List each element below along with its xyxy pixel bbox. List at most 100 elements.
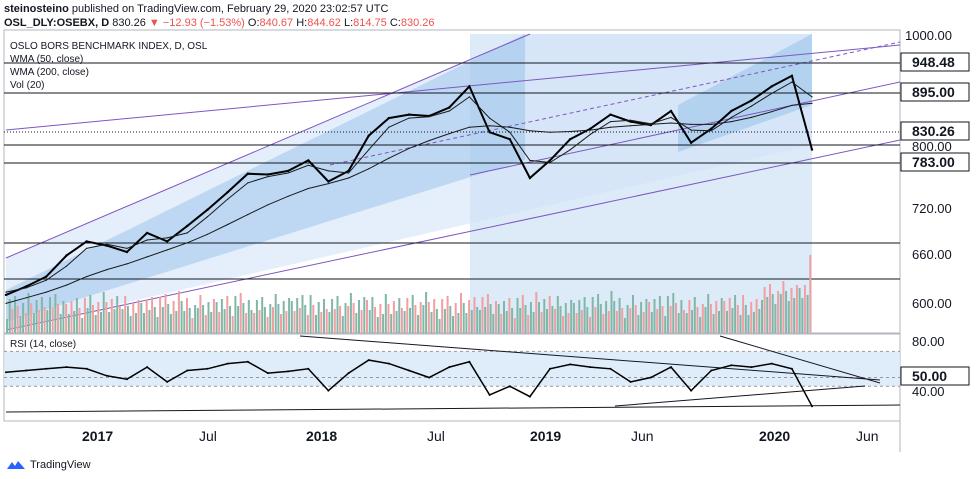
- series-0-point: [689, 141, 693, 144]
- symbol-label[interactable]: OSL_DLY:OSEBX, D: [4, 17, 110, 29]
- volume-bar: [481, 297, 484, 333]
- volume-bar: [712, 314, 715, 333]
- series-2-point: [730, 121, 733, 123]
- volume-bar: [280, 314, 282, 333]
- inner-channel-fill: [6, 34, 525, 322]
- volume-bar: [349, 293, 352, 333]
- volume-bar: [239, 293, 242, 333]
- series-0-point: [327, 180, 330, 183]
- volume-bar: [798, 288, 801, 333]
- series-0-point: [569, 138, 572, 141]
- price-tick-600: 600.00: [912, 296, 952, 311]
- series-2-point: [45, 291, 47, 293]
- volume-bar: [411, 295, 414, 333]
- volume-bar: [392, 301, 395, 333]
- series-2-point: [86, 276, 88, 278]
- volume-bar: [468, 300, 471, 333]
- volume-bar: [317, 302, 320, 333]
- volume-bar: [597, 294, 600, 333]
- volume-bar: [489, 304, 492, 333]
- volume-bar: [40, 297, 43, 333]
- series-0-point: [589, 127, 592, 130]
- rsi-trend-low: [5, 404, 901, 413]
- series-0-point: [609, 113, 612, 116]
- volume-bar: [102, 292, 105, 333]
- rsi-title: RSI (14, close): [10, 339, 76, 350]
- series-0-point: [448, 106, 451, 109]
- series-2-point: [65, 284, 68, 286]
- volume-bar: [229, 306, 231, 333]
- volume-bar: [607, 311, 610, 333]
- volume-bar: [519, 308, 522, 333]
- volume-bar: [653, 299, 656, 333]
- rsi-point: [790, 367, 793, 370]
- volume-bar: [497, 304, 500, 333]
- series-0-point: [85, 240, 88, 243]
- volume-bar: [449, 306, 452, 333]
- publisher-name[interactable]: steinosteino: [4, 3, 69, 15]
- series-0-point: [790, 74, 794, 78]
- volume-bar: [650, 312, 653, 333]
- rsi-tick-40: 40.00: [912, 384, 945, 399]
- volume-bar: [325, 309, 328, 333]
- volume-bar: [766, 297, 769, 333]
- volume-bar: [113, 309, 116, 333]
- close-label: C:: [389, 17, 401, 29]
- volume-bar: [683, 310, 685, 333]
- volume-bar: [269, 304, 272, 333]
- series-2-point: [25, 297, 27, 299]
- volume-bar: [116, 296, 119, 333]
- volume-bar: [414, 305, 417, 333]
- volume-bar: [395, 311, 398, 333]
- rsi-trend-support: [614, 385, 866, 407]
- volume-bar: [427, 302, 430, 333]
- time-label-jun-2019: Jun: [631, 428, 654, 444]
- rsi-point: [266, 372, 269, 375]
- series-0-point: [730, 109, 733, 113]
- series-0-point: [266, 173, 270, 176]
- volume-bar: [782, 281, 785, 333]
- rsi-point: [670, 366, 672, 369]
- volume-bar: [293, 311, 296, 333]
- volume-bar: [137, 300, 140, 333]
- volume-bar: [51, 307, 54, 333]
- rsi-point: [528, 395, 531, 398]
- series-1-point: [267, 176, 269, 178]
- volume-bar: [564, 303, 567, 333]
- series-1-point: [408, 117, 410, 119]
- volume-bar: [761, 300, 763, 333]
- series-1-point: [811, 96, 813, 98]
- rsi-band: [4, 351, 900, 387]
- volume-bar: [623, 318, 626, 333]
- volume-bar: [632, 295, 634, 333]
- volume-bar: [266, 317, 269, 333]
- rsi-point: [730, 364, 733, 367]
- volume-bar: [159, 297, 162, 333]
- volume-bar: [438, 319, 441, 333]
- series-0-point: [710, 127, 713, 130]
- volume-bar: [591, 297, 594, 333]
- volume-bar: [572, 303, 575, 333]
- volume-bar: [312, 305, 315, 333]
- volume-bar: [736, 305, 739, 333]
- low-value: 814.75: [353, 17, 387, 29]
- volume-bar: [470, 310, 473, 333]
- rsi-point: [387, 362, 390, 365]
- open-label: O:: [247, 17, 260, 29]
- volume-bar: [806, 295, 809, 333]
- volume-bar: [333, 309, 336, 333]
- series-1-point: [549, 161, 551, 164]
- volume-bar: [140, 303, 143, 333]
- series-0-point: [246, 172, 249, 175]
- volume-bar: [245, 313, 248, 333]
- volume-bar: [672, 293, 675, 333]
- rsi-point: [649, 376, 652, 379]
- tradingview-brand[interactable]: TradingView: [30, 459, 91, 471]
- time-label-jun-2020: Jun: [856, 428, 879, 444]
- series-0-point: [24, 285, 28, 288]
- volume-bar: [277, 304, 280, 333]
- series-0-point: [468, 85, 471, 88]
- series-0-point: [810, 148, 814, 151]
- rsi-point: [146, 366, 149, 369]
